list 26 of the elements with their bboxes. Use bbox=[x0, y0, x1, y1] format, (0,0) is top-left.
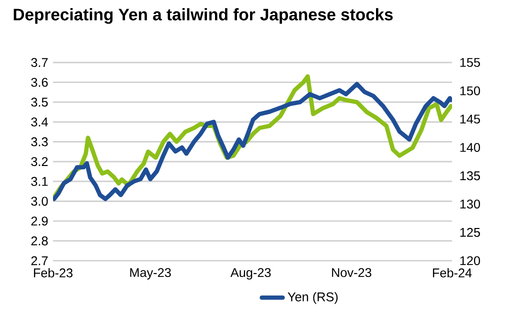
y2-tick-label: 135 bbox=[460, 171, 480, 180]
x-tick-label: Aug-23 bbox=[230, 268, 271, 280]
y2-tick-label: 150 bbox=[460, 86, 480, 96]
legend-label: Yen (RS) bbox=[288, 292, 338, 304]
y2-tick-label: 125 bbox=[460, 228, 480, 237]
x-tick-label: Feb-23 bbox=[34, 268, 73, 278]
x-tick-label: May-23 bbox=[130, 268, 171, 280]
x-tick-label: Nov-23 bbox=[332, 268, 372, 278]
y2-tick-label: 145 bbox=[460, 114, 480, 124]
y-tick-label: 2.9 bbox=[31, 216, 48, 226]
x-tick-label: Feb-24 bbox=[432, 268, 472, 278]
y-tick-label: 3.6 bbox=[31, 78, 48, 87]
y2-tick-label: 120 bbox=[460, 256, 480, 266]
y-tick-label: 2.7 bbox=[31, 256, 48, 266]
y-tick-label: 3.0 bbox=[31, 196, 48, 206]
y-tick-label: 3.5 bbox=[31, 98, 48, 107]
y2-tick-label: 155 bbox=[460, 58, 480, 67]
y2-tick-label: 130 bbox=[460, 200, 480, 209]
y2-tick-label: 140 bbox=[460, 142, 480, 152]
y-tick-label: 2.8 bbox=[31, 236, 48, 246]
y-tick-label: 3.4 bbox=[31, 117, 48, 126]
y-tick-label: 3.1 bbox=[31, 176, 48, 186]
y-tick-label: 3.2 bbox=[31, 157, 48, 166]
y-tick-label: 3.7 bbox=[31, 58, 48, 67]
chart-title: Depreciating Yen a tailwind for Japanese stocks bbox=[14, 8, 393, 24]
y-tick-label: 3.3 bbox=[31, 137, 48, 146]
